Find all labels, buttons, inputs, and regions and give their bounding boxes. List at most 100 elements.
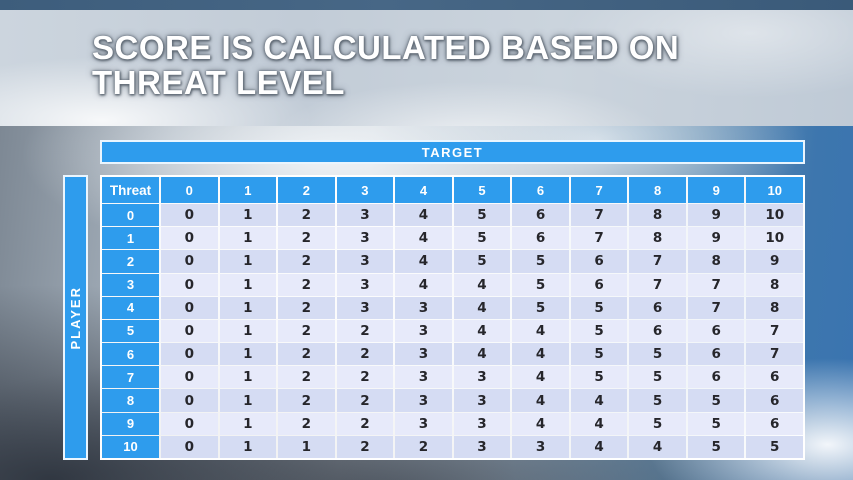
score-cell: 8	[687, 250, 745, 273]
score-cell: 5	[629, 366, 686, 389]
row-label-cell: 2	[102, 250, 159, 273]
score-cell: 5	[687, 412, 745, 435]
score-cell: 1	[219, 319, 277, 343]
score-cell: 1	[219, 273, 277, 296]
score-cell: 5	[570, 366, 628, 389]
score-cell: 2	[278, 204, 335, 227]
score-cell: 9	[687, 227, 745, 250]
row-label-cell: 8	[102, 389, 159, 412]
score-cell: 2	[336, 412, 394, 435]
score-cell: 9	[746, 250, 803, 273]
score-cell: 3	[453, 366, 511, 389]
score-cell: 4	[453, 273, 511, 296]
score-cell: 2	[278, 343, 335, 366]
score-cell: 0	[161, 389, 218, 412]
score-cell: 4	[453, 343, 511, 366]
score-cell: 2	[278, 250, 335, 273]
score-cell: 5	[687, 435, 745, 458]
score-cell: 3	[512, 435, 569, 458]
score-cell: 6	[687, 319, 745, 343]
score-cell: 6	[746, 366, 803, 389]
score-cell: 0	[161, 366, 218, 389]
score-cell: 3	[395, 366, 452, 389]
score-cell: 4	[395, 227, 452, 250]
score-cell: 3	[395, 319, 452, 343]
score-cell: 4	[395, 250, 452, 273]
target-axis-bar: TARGET	[100, 140, 805, 164]
score-cell: 10	[746, 204, 803, 227]
score-cell: 1	[219, 366, 277, 389]
score-cell: 7	[629, 250, 686, 273]
column-header-cell: 6	[512, 177, 569, 203]
score-cell: 3	[336, 204, 394, 227]
score-cell: 3	[336, 273, 394, 296]
score-cell: 4	[512, 366, 569, 389]
score-cell: 6	[570, 273, 628, 296]
score-cell: 4	[395, 273, 452, 296]
score-cell: 5	[629, 343, 686, 366]
score-cell: 4	[512, 412, 569, 435]
score-cell: 6	[746, 389, 803, 412]
score-cell: 2	[278, 389, 335, 412]
score-cell: 4	[570, 389, 628, 412]
row-label-cell: 10	[102, 435, 159, 458]
score-cell: 5	[746, 435, 803, 458]
slide-title: SCORE IS CALCULATED BASED ON THREAT LEVEL	[92, 30, 679, 101]
score-cell: 5	[570, 296, 628, 319]
score-cell: 8	[629, 204, 686, 227]
column-header-cell: 3	[336, 177, 394, 203]
column-header-cell: 1	[219, 177, 277, 203]
score-cell: 7	[746, 319, 803, 343]
score-cell: 0	[161, 227, 218, 250]
score-cell: 5	[570, 319, 628, 343]
column-header-cell: 2	[278, 177, 335, 203]
score-cell: 6	[512, 204, 569, 227]
score-cell: 7	[570, 204, 628, 227]
score-cell: 0	[161, 204, 218, 227]
sky-top-strip	[0, 0, 853, 10]
score-cell: 3	[395, 389, 452, 412]
score-cell: 5	[453, 204, 511, 227]
score-cell: 4	[629, 435, 686, 458]
score-cell: 3	[336, 250, 394, 273]
score-cell: 6	[687, 343, 745, 366]
score-cell: 1	[219, 389, 277, 412]
row-label-cell: 6	[102, 343, 159, 366]
score-cell: 5	[512, 273, 569, 296]
score-cell: 5	[453, 250, 511, 273]
score-cell: 6	[629, 319, 686, 343]
score-cell: 3	[453, 389, 511, 412]
score-cell: 3	[395, 343, 452, 366]
row-label-cell: 4	[102, 296, 159, 319]
score-cell: 0	[161, 319, 218, 343]
score-cell: 0	[161, 435, 218, 458]
corner-header-cell: Threat	[102, 177, 159, 203]
score-cell: 0	[161, 296, 218, 319]
slide-title-line-1: SCORE IS CALCULATED BASED ON	[92, 29, 680, 66]
score-cell: 2	[278, 319, 335, 343]
score-cell: 5	[687, 389, 745, 412]
score-cell: 1	[278, 435, 335, 458]
row-label-cell: 5	[102, 319, 159, 343]
score-cell: 9	[687, 204, 745, 227]
score-cell: 2	[278, 412, 335, 435]
score-cell: 2	[336, 366, 394, 389]
score-cell: 5	[629, 389, 686, 412]
score-cell: 4	[453, 296, 511, 319]
score-cell: 3	[336, 296, 394, 319]
score-cell: 0	[161, 412, 218, 435]
score-cell: 1	[219, 412, 277, 435]
score-cell: 5	[512, 296, 569, 319]
row-label-cell: 0	[102, 204, 159, 227]
score-cell: 4	[512, 319, 569, 343]
score-cell: 5	[629, 412, 686, 435]
score-cell: 3	[453, 435, 511, 458]
title-banner	[0, 10, 853, 126]
score-cell: 1	[219, 250, 277, 273]
score-cell: 6	[512, 227, 569, 250]
score-cell: 2	[336, 343, 394, 366]
column-header-cell: 10	[746, 177, 803, 203]
score-cell: 0	[161, 250, 218, 273]
score-cell: 3	[336, 227, 394, 250]
